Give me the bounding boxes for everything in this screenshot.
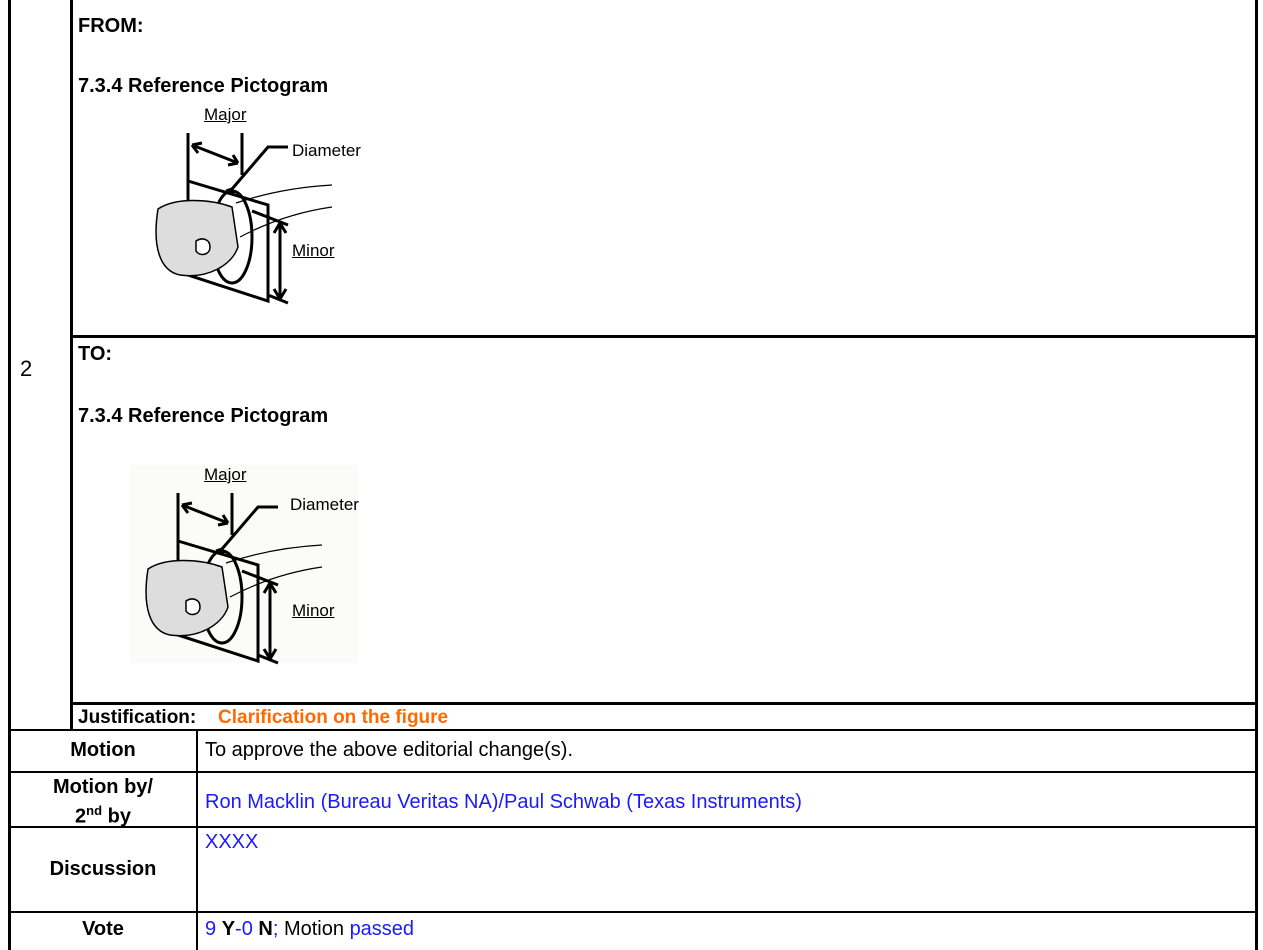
figure-label: Major	[204, 465, 247, 484]
label-text: Motion by/	[53, 776, 153, 798]
heading: TO:	[78, 343, 113, 365]
row-value: XXXX	[205, 831, 259, 853]
border	[8, 771, 1258, 773]
row-value: 9 Y-0 N; Motion passed	[205, 918, 414, 941]
vote-part: ;	[272, 918, 279, 940]
row-value: To approve the above editorial change(s)…	[205, 739, 574, 761]
heading: FROM:	[78, 15, 144, 37]
row-label: Motion by/2nd by	[10, 775, 196, 829]
figure-label: Minor	[292, 601, 335, 620]
figure-label: Diameter	[292, 141, 361, 160]
vote-part: -	[235, 918, 242, 940]
justification-value: Clarification on the figure	[218, 707, 449, 728]
border	[8, 729, 1258, 731]
border	[70, 702, 1258, 705]
section: 7.3.4 Reference Pictogram	[78, 75, 329, 97]
figure: Major Diameter Minor	[140, 105, 380, 305]
row-label: Vote	[82, 918, 124, 940]
figure-label: Minor	[292, 241, 335, 260]
label-text: by	[107, 805, 131, 828]
figure-label: Diameter	[290, 495, 359, 514]
figure: Major Diameter Minor	[130, 465, 359, 665]
border	[196, 730, 198, 950]
border	[1255, 0, 1258, 950]
border	[70, 335, 1258, 338]
figure-label: Major	[204, 105, 247, 124]
vote-part: N	[258, 918, 273, 940]
pictogram	[155, 133, 333, 305]
label-text: 2	[75, 805, 87, 828]
row-label: Discussion	[49, 858, 157, 880]
border	[8, 0, 11, 950]
vote-part: 9	[205, 918, 217, 940]
vote-part: Y	[221, 918, 236, 940]
border	[70, 0, 73, 730]
row-number: 2	[20, 356, 33, 381]
justification-label: Justification:	[78, 707, 197, 728]
section: 7.3.4 Reference Pictogram	[78, 405, 329, 427]
border	[8, 826, 1258, 828]
vote-part: 0	[241, 918, 253, 940]
border	[8, 911, 1258, 913]
row-label: Motion	[70, 739, 136, 761]
pictogram	[145, 493, 323, 665]
superscript: nd	[86, 803, 103, 818]
vote-part: passed	[349, 918, 415, 940]
vote-part: Motion	[283, 918, 344, 940]
row-value: Ron Macklin (Bureau Veritas NA)/Paul Sch…	[205, 791, 802, 813]
